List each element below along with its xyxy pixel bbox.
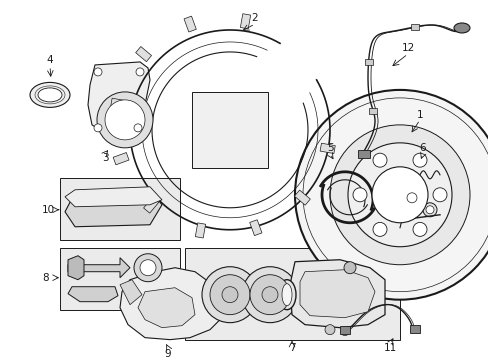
Bar (409, 325, 419, 333)
Text: 2: 2 (251, 13, 258, 23)
Polygon shape (88, 62, 150, 140)
Bar (184, 248, 399, 339)
Ellipse shape (453, 23, 469, 33)
Circle shape (422, 203, 436, 217)
Ellipse shape (282, 284, 291, 306)
Text: 12: 12 (401, 43, 414, 53)
Circle shape (371, 167, 427, 223)
Bar (143, 197, 159, 213)
Bar (183, 16, 196, 32)
Bar (240, 14, 250, 29)
Bar (410, 24, 418, 30)
Circle shape (303, 98, 488, 292)
Bar (110, 98, 125, 108)
Polygon shape (120, 280, 142, 305)
Circle shape (249, 275, 289, 315)
Circle shape (432, 188, 446, 202)
Text: 7: 7 (288, 343, 295, 353)
Polygon shape (299, 270, 374, 318)
Circle shape (325, 325, 334, 335)
Bar (113, 153, 129, 165)
Circle shape (202, 267, 258, 323)
Bar (195, 223, 205, 238)
Circle shape (136, 68, 143, 76)
Text: 3: 3 (102, 153, 108, 163)
Polygon shape (68, 256, 84, 280)
Bar (249, 220, 262, 235)
Bar (192, 92, 267, 168)
Circle shape (105, 100, 145, 140)
Circle shape (412, 222, 426, 237)
Circle shape (425, 206, 433, 214)
Circle shape (372, 222, 386, 237)
Text: 11: 11 (383, 343, 396, 353)
Circle shape (242, 267, 297, 323)
Circle shape (97, 92, 153, 148)
Circle shape (209, 275, 249, 315)
Circle shape (134, 124, 142, 132)
Bar (357, 150, 369, 158)
Text: 10: 10 (41, 205, 55, 215)
Bar (60, 178, 180, 240)
Bar (294, 190, 310, 205)
Ellipse shape (30, 82, 70, 107)
Text: 8: 8 (42, 273, 49, 283)
Circle shape (406, 193, 416, 203)
Bar (60, 248, 180, 310)
Circle shape (94, 124, 102, 132)
Text: 5: 5 (326, 143, 333, 153)
Circle shape (352, 188, 366, 202)
Text: 9: 9 (164, 348, 171, 359)
Ellipse shape (38, 88, 62, 102)
Bar (320, 143, 335, 153)
Text: 1: 1 (416, 110, 423, 120)
Circle shape (134, 254, 162, 282)
Circle shape (294, 90, 488, 300)
Circle shape (140, 260, 156, 276)
Circle shape (372, 153, 386, 167)
Bar (339, 326, 349, 334)
Circle shape (94, 68, 102, 76)
Bar (135, 46, 151, 62)
Circle shape (222, 287, 238, 303)
Polygon shape (65, 187, 162, 207)
Text: 4: 4 (46, 55, 53, 65)
Circle shape (262, 287, 278, 303)
Polygon shape (289, 260, 384, 328)
Polygon shape (65, 190, 162, 227)
Circle shape (402, 189, 420, 207)
Ellipse shape (278, 280, 295, 310)
Circle shape (329, 125, 469, 265)
Circle shape (412, 153, 426, 167)
Circle shape (343, 262, 355, 274)
Polygon shape (138, 288, 195, 328)
Bar (364, 59, 372, 66)
Bar (368, 108, 376, 114)
Circle shape (340, 328, 348, 336)
Circle shape (347, 143, 451, 247)
Text: 6: 6 (419, 143, 426, 153)
Bar (309, 155, 389, 240)
Polygon shape (68, 287, 118, 302)
Polygon shape (120, 268, 224, 339)
Polygon shape (68, 258, 130, 278)
Bar (389, 155, 454, 240)
